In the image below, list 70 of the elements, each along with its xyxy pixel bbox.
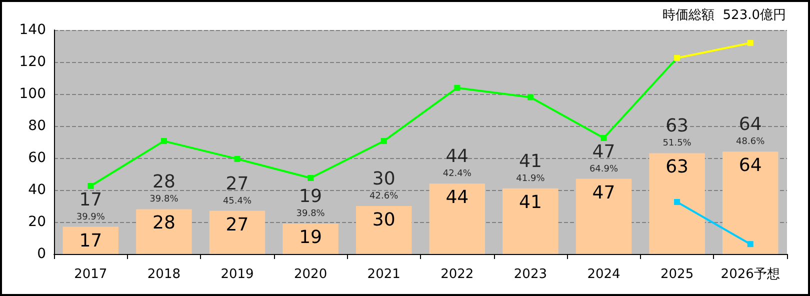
data-label: 41 — [518, 192, 542, 213]
annotation: 39.8% — [150, 194, 179, 205]
text: 47 — [592, 141, 616, 162]
annotation: 39.9% — [76, 212, 106, 222]
bar — [136, 209, 192, 254]
point — [380, 138, 387, 144]
text: 時価総額 523.0億円 — [662, 8, 786, 23]
data-label: 28 — [152, 212, 176, 234]
text: 27 — [226, 173, 249, 194]
x-tick-label: 2024 — [587, 267, 620, 282]
annotation: 51.5% — [662, 138, 692, 149]
x-tick-label: 2019 — [220, 267, 254, 282]
annotation: 64.9% — [589, 164, 618, 174]
annotation: 48.6% — [736, 137, 766, 148]
bar — [356, 206, 412, 254]
y-tick-label: 140 — [19, 22, 46, 38]
annotation: 42.4% — [442, 169, 472, 180]
x-tick-label: 2018 — [147, 267, 180, 282]
y-tick-label: 60 — [28, 150, 46, 166]
bar — [722, 152, 778, 254]
point — [160, 138, 167, 144]
bar — [209, 210, 266, 254]
data-label: 17 — [79, 230, 102, 252]
data-label: 27 — [226, 214, 249, 236]
x-tick-label: 2026予想 — [720, 267, 780, 282]
bar — [62, 226, 119, 254]
annotation: 39.8% — [296, 209, 326, 220]
point — [674, 199, 680, 205]
bar — [502, 188, 558, 254]
x-tick-label: 2020 — [294, 267, 328, 282]
x-tick-label: 2025 — [660, 267, 694, 282]
bar — [576, 178, 632, 254]
x-tick-label: 2017 — [74, 267, 108, 282]
point — [308, 175, 314, 181]
text: 64 — [738, 114, 762, 136]
y-tick-label: 20 — [28, 214, 46, 230]
data-label: 44 — [446, 187, 469, 208]
bar — [282, 224, 338, 254]
text: 41 — [518, 150, 542, 172]
text: 28 — [152, 172, 176, 193]
point — [747, 40, 754, 46]
y-tick-label: 40 — [28, 182, 46, 198]
text: 44 — [446, 146, 469, 168]
point — [454, 84, 460, 91]
annotation: 41.9% — [516, 174, 546, 184]
x-tick-label: 2022 — [440, 267, 474, 282]
bar — [429, 184, 486, 254]
data-label: 64 — [738, 155, 762, 176]
data-label: 63 — [666, 156, 689, 178]
point — [600, 135, 607, 141]
y-tick-label: 80 — [28, 118, 46, 134]
data-label: 47 — [592, 182, 616, 204]
y-tick-label: 120 — [19, 54, 46, 70]
text: 17 — [79, 189, 102, 210]
text: 63 — [666, 116, 689, 137]
data-label: 19 — [299, 227, 322, 248]
point — [234, 156, 240, 162]
x-tick-label: 2023 — [514, 267, 547, 282]
text: 19 — [299, 186, 322, 208]
data-label: 30 — [372, 210, 396, 230]
point — [88, 183, 94, 189]
y-tick-label: 0 — [37, 246, 46, 262]
bar — [649, 153, 705, 254]
y-tick-label: 100 — [19, 86, 46, 102]
point — [747, 241, 754, 248]
annotation: 42.6% — [370, 192, 399, 202]
text: 30 — [372, 168, 396, 190]
point — [527, 94, 534, 100]
x-tick-label: 2021 — [367, 267, 400, 282]
annotation: 45.4% — [222, 196, 252, 206]
